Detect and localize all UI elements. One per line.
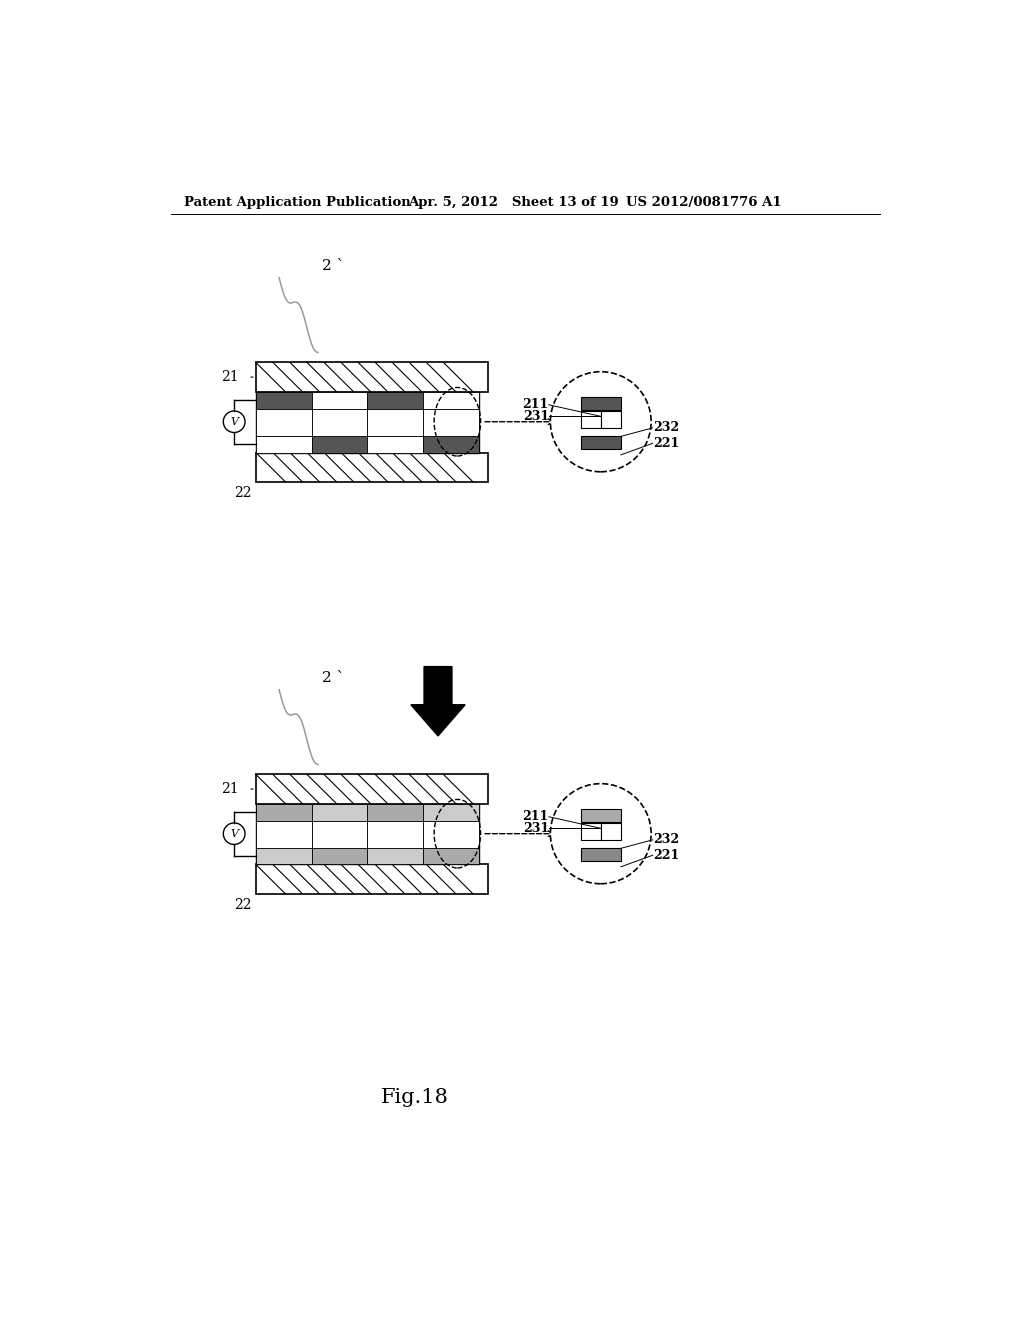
Text: 211: 211 bbox=[522, 810, 549, 824]
Text: 2 `: 2 ` bbox=[322, 671, 344, 685]
Bar bbox=[311, 804, 368, 821]
Polygon shape bbox=[411, 667, 465, 737]
Bar bbox=[581, 436, 621, 449]
Text: 22: 22 bbox=[234, 899, 252, 912]
Bar bbox=[256, 363, 488, 392]
Bar bbox=[368, 847, 423, 865]
Text: 21: 21 bbox=[221, 370, 239, 384]
Bar bbox=[256, 804, 479, 865]
Bar bbox=[423, 436, 479, 453]
Bar bbox=[368, 409, 423, 436]
Text: 211: 211 bbox=[522, 399, 549, 412]
Text: 231: 231 bbox=[522, 822, 549, 834]
Bar bbox=[601, 411, 621, 428]
Bar bbox=[423, 409, 479, 436]
Text: Apr. 5, 2012   Sheet 13 of 19: Apr. 5, 2012 Sheet 13 of 19 bbox=[409, 195, 620, 209]
Bar bbox=[311, 436, 368, 453]
Bar bbox=[423, 821, 479, 847]
Bar bbox=[423, 847, 479, 865]
Bar bbox=[581, 397, 621, 411]
Bar bbox=[581, 822, 601, 840]
Bar bbox=[368, 392, 423, 409]
Circle shape bbox=[223, 822, 245, 845]
Text: V: V bbox=[230, 829, 239, 838]
Bar bbox=[311, 392, 368, 409]
Bar bbox=[256, 436, 311, 453]
Text: 232: 232 bbox=[653, 833, 680, 846]
Bar bbox=[256, 392, 311, 409]
Bar bbox=[256, 865, 488, 894]
Text: 22: 22 bbox=[234, 486, 252, 500]
Bar bbox=[256, 775, 488, 804]
Text: V: V bbox=[230, 417, 239, 426]
Bar bbox=[368, 804, 423, 821]
Bar bbox=[256, 453, 488, 482]
Bar bbox=[256, 409, 311, 436]
Bar bbox=[601, 822, 621, 840]
Bar bbox=[581, 809, 621, 822]
Text: 221: 221 bbox=[653, 437, 680, 450]
Text: 231: 231 bbox=[522, 409, 549, 422]
Circle shape bbox=[550, 784, 651, 884]
Circle shape bbox=[550, 372, 651, 471]
Bar bbox=[423, 392, 479, 409]
Bar bbox=[256, 847, 311, 865]
Circle shape bbox=[223, 411, 245, 433]
Bar bbox=[311, 847, 368, 865]
Text: US 2012/0081776 A1: US 2012/0081776 A1 bbox=[627, 195, 782, 209]
Bar bbox=[581, 411, 601, 428]
Text: Patent Application Publication: Patent Application Publication bbox=[183, 195, 411, 209]
Bar bbox=[423, 804, 479, 821]
Text: 21: 21 bbox=[221, 781, 239, 796]
Bar bbox=[368, 436, 423, 453]
Bar bbox=[256, 821, 311, 847]
Text: 221: 221 bbox=[653, 849, 680, 862]
Bar bbox=[581, 847, 621, 861]
Bar bbox=[311, 409, 368, 436]
Text: Fig.18: Fig.18 bbox=[381, 1088, 449, 1107]
Bar bbox=[311, 821, 368, 847]
Bar bbox=[256, 392, 479, 453]
Bar bbox=[368, 821, 423, 847]
Bar bbox=[256, 804, 311, 821]
Text: 2 `: 2 ` bbox=[322, 259, 344, 273]
Text: 232: 232 bbox=[653, 421, 680, 434]
